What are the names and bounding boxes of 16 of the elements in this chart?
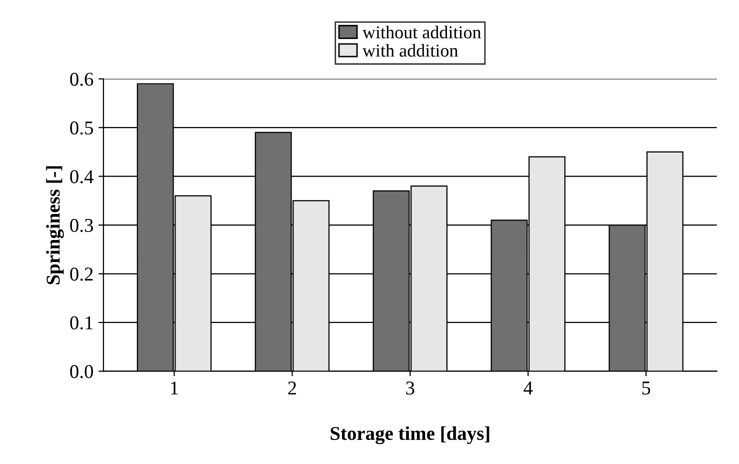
- legend-label: without addition: [362, 26, 482, 38]
- y-tick-label: 0.3: [70, 218, 93, 232]
- x-tick-label: 4: [524, 382, 533, 394]
- x-tick-label: 1: [171, 382, 178, 394]
- legend-label: with addition: [362, 44, 458, 57]
- x-tick-label: 5: [642, 382, 650, 395]
- y-tick-label: 0.1: [70, 316, 93, 330]
- x-axis-title: Storage time [days]: [330, 426, 490, 444]
- y-tick-label: 0.4: [70, 170, 94, 184]
- y-tick-label: 0.6: [70, 72, 94, 86]
- y-tick-label: 0.2: [70, 268, 93, 281]
- y-tick-label: 0.5: [70, 121, 93, 135]
- y-tick-label: 0.0: [70, 365, 93, 378]
- x-tick-label: 3: [406, 382, 414, 395]
- y-axis-title: Springiness [-]: [46, 166, 64, 284]
- x-tick-label: 2: [288, 382, 296, 394]
